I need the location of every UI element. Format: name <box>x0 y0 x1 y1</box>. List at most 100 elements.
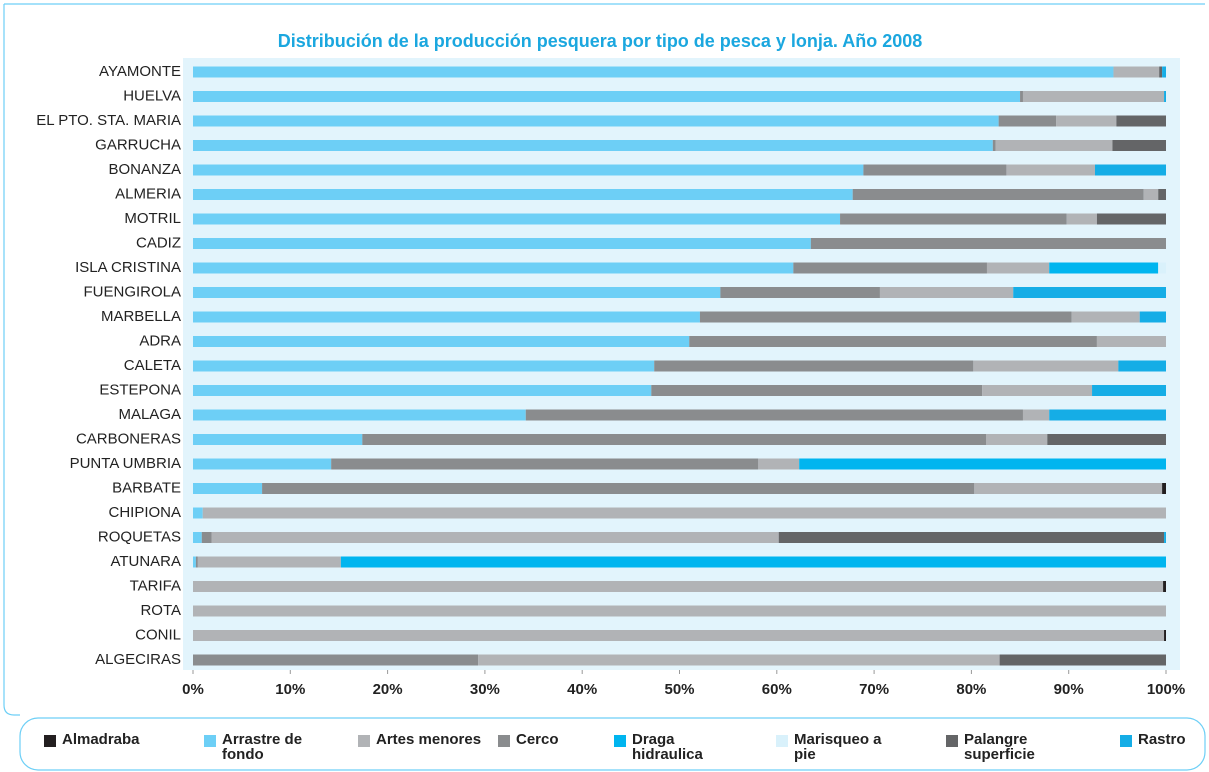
bar-segment <box>1164 630 1166 641</box>
bar-segment <box>689 336 1097 347</box>
legend-swatch <box>1120 735 1132 747</box>
bar-segment <box>1164 91 1166 102</box>
legend: Almadraba Arrastre de fondo Artes menores C… <box>0 728 1209 772</box>
bar-segment <box>331 458 759 470</box>
bar-segment <box>193 164 864 176</box>
bar-segment <box>810 238 1166 249</box>
bar-segment <box>1143 189 1159 200</box>
bar-segment <box>193 66 1114 78</box>
bar-segment <box>1162 483 1166 494</box>
y-tick-label: CONIL <box>135 626 181 643</box>
bar-segment <box>193 483 263 494</box>
bar-segment <box>1006 164 1095 176</box>
bar-segment <box>840 213 1067 225</box>
y-tick-label: CALETA <box>124 357 181 374</box>
bar-segment <box>1049 262 1159 274</box>
bar-segment <box>193 238 811 249</box>
x-tick-label: 80% <box>956 681 986 698</box>
bar-segment <box>1071 311 1140 323</box>
legend-label: Palangre superficie <box>964 731 1035 763</box>
bar-segment <box>982 385 1093 396</box>
bar-segment <box>1013 287 1166 298</box>
x-tick-label: 90% <box>1054 681 1084 698</box>
bar-segment <box>654 360 974 372</box>
legend-item: Palangre superficie <box>946 732 1096 762</box>
y-tick-label: ROQUETAS <box>98 528 181 545</box>
bar-segment <box>1022 409 1050 421</box>
y-tick-label: ADRA <box>139 332 181 349</box>
bar-segment <box>852 189 1144 200</box>
legend-swatch <box>776 735 788 747</box>
bar-segment <box>793 262 987 274</box>
bar-segment <box>720 287 880 298</box>
x-tick-label: 30% <box>470 681 500 698</box>
x-tick-label: 40% <box>567 681 597 698</box>
bar-segment <box>1049 409 1166 421</box>
bar-segment <box>1094 164 1166 176</box>
bar-segment <box>193 605 1166 617</box>
bar-segment <box>998 115 1057 127</box>
bar-segment <box>973 360 1119 372</box>
legend-item: Artes menores <box>358 732 508 747</box>
bar-segment <box>1020 91 1023 102</box>
legend-label: Cerco <box>516 731 559 748</box>
legend-item: Rastro <box>1120 732 1209 747</box>
y-tick-label: ESTEPONA <box>99 381 181 398</box>
bar-segment <box>1158 189 1166 200</box>
bar-segment <box>193 409 526 421</box>
bar-segment <box>211 532 779 543</box>
bar-segment <box>1056 115 1117 127</box>
y-tick-label: MARBELLA <box>101 308 181 325</box>
bar-segment <box>1022 91 1165 102</box>
y-tick-label: CHIPIONA <box>108 504 181 521</box>
bar-segment <box>699 311 1072 323</box>
bar-segment <box>193 91 1021 102</box>
y-tick-label: CADIZ <box>136 234 181 251</box>
y-tick-label: TARIFA <box>130 577 181 594</box>
x-tick-label: 60% <box>762 681 792 698</box>
bar-segment <box>193 581 1164 592</box>
bar-segment <box>995 140 1113 151</box>
bar-segment <box>1158 262 1166 274</box>
legend-item: Almadraba <box>44 732 194 747</box>
bar-segment <box>362 434 986 445</box>
y-tick-label: BARBATE <box>112 479 181 496</box>
bar-segment <box>1047 434 1166 445</box>
bar-segment <box>974 483 1163 494</box>
bar-segment <box>193 654 479 666</box>
bar-segment <box>193 434 363 445</box>
chart-title: Distribución de la producción pesquera p… <box>278 31 922 51</box>
y-tick-label: BONANZA <box>108 161 181 178</box>
y-tick-label: FUENGIROLA <box>83 283 181 300</box>
bar-segment <box>879 287 1014 298</box>
legend-box <box>19 717 1206 771</box>
y-tick-label: MOTRIL <box>124 210 181 227</box>
legend-label: Arrastre de fondo <box>222 731 303 763</box>
legend-label: Draga hidraulica <box>632 731 703 763</box>
legend-label: Artes menores <box>376 731 482 748</box>
legend-label: Marisqueo a pie <box>794 731 882 763</box>
bar-segment <box>1139 311 1166 323</box>
bar-segment <box>193 556 196 568</box>
bar-segment <box>202 507 1167 519</box>
legend-label: Almadraba <box>62 731 140 748</box>
bar-segment <box>193 630 1165 641</box>
y-tick-label: ROTA <box>140 602 181 619</box>
y-tick-label: ISLA CRISTINA <box>75 259 181 276</box>
y-tick-label: EL PTO. STA. MARIA <box>36 112 181 129</box>
bar-segment <box>193 287 721 298</box>
x-tick-label: 20% <box>373 681 403 698</box>
y-tick-label: ALGECIRAS <box>95 651 181 668</box>
bar-segment <box>799 458 1166 470</box>
bar-segment <box>193 458 332 470</box>
bar-segment <box>195 556 198 568</box>
bar-segment <box>193 336 690 347</box>
bar-segment <box>758 458 800 470</box>
legend-swatch <box>498 735 510 747</box>
bar-segment <box>1118 360 1166 372</box>
y-tick-label: ATUNARA <box>110 553 181 570</box>
bar-segment <box>478 654 1000 666</box>
bar-segment <box>525 409 1023 421</box>
